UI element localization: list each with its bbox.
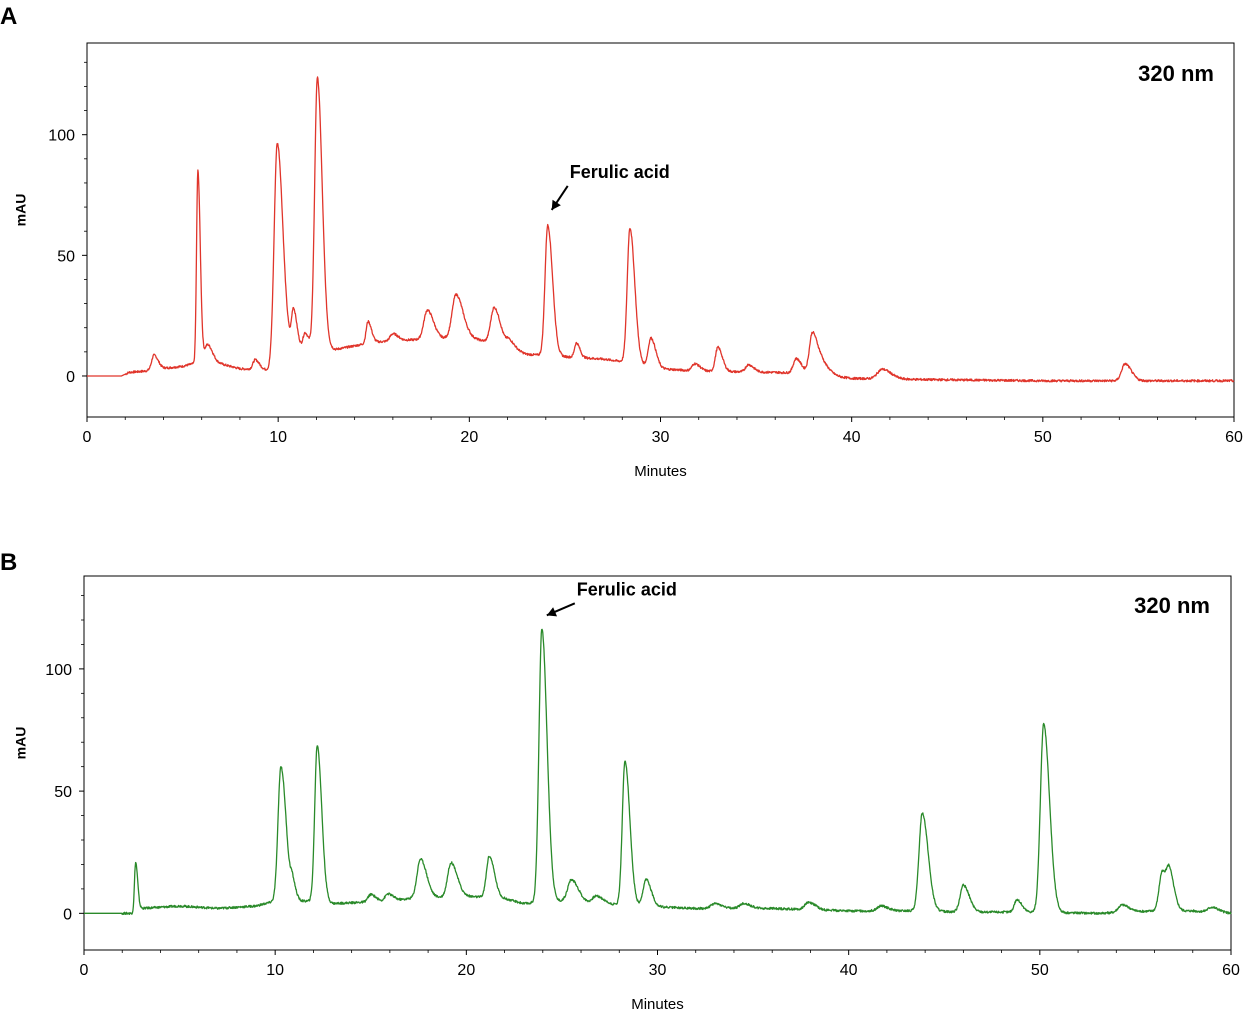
arrow-head bbox=[551, 199, 561, 210]
x-tick-label-30: 30 bbox=[652, 429, 670, 446]
annotation-ferulic-acid-b: Ferulic acid bbox=[577, 579, 677, 599]
x-tick-label-40: 40 bbox=[840, 962, 858, 979]
chromatogram-trace-a bbox=[86, 76, 1235, 383]
x-tick-label-20: 20 bbox=[460, 429, 478, 446]
x-tick-label-0: 0 bbox=[83, 429, 92, 446]
annotation-arrow-a bbox=[550, 185, 569, 211]
y-axis-title-b: mAU bbox=[13, 727, 29, 760]
arrow-head bbox=[546, 607, 558, 617]
y-tick-label-100: 100 bbox=[45, 662, 72, 679]
panel-letter-b: B bbox=[0, 549, 17, 576]
plot-frame-b bbox=[83, 575, 1232, 951]
x-tick-label-30: 30 bbox=[649, 962, 667, 979]
panel-a: A 0 10 20 30 40 50 60 0 50 100 Minutes mAU 320 n… bbox=[0, 3, 1243, 480]
y-tick-label-0: 0 bbox=[66, 369, 75, 386]
x-tick-label-50: 50 bbox=[1031, 962, 1049, 979]
chromatogram-trace-b bbox=[83, 628, 1232, 916]
panel-letter-a: A bbox=[0, 3, 17, 30]
x-tick-label-40: 40 bbox=[843, 429, 861, 446]
annotation-ferulic-acid-a: Ferulic acid bbox=[570, 162, 670, 182]
x-tick-label-10: 10 bbox=[266, 962, 284, 979]
plot-frame-a bbox=[86, 42, 1235, 418]
panel-b: B 0 10 20 30 40 50 60 0 50 100 Minutes mAU 320 n… bbox=[0, 549, 1240, 1013]
wavelength-label-b: 320 nm bbox=[1134, 593, 1210, 618]
y-tick-label-100: 100 bbox=[48, 128, 75, 145]
y-axis-a: 0 50 100 bbox=[48, 61, 87, 386]
x-axis-title-b: Minutes bbox=[631, 996, 684, 1013]
y-tick-label-50: 50 bbox=[57, 248, 75, 265]
y-axis-title-a: mAU bbox=[13, 194, 29, 227]
x-axis-title-a: Minutes bbox=[634, 463, 687, 480]
x-tick-label-0: 0 bbox=[80, 962, 89, 979]
y-tick-label-50: 50 bbox=[54, 784, 72, 801]
x-axis-b: 0 10 20 30 40 50 60 bbox=[80, 950, 1240, 979]
x-tick-label-50: 50 bbox=[1034, 429, 1052, 446]
x-axis-a: 0 10 20 30 40 50 60 bbox=[83, 417, 1243, 446]
x-tick-label-60: 60 bbox=[1222, 962, 1240, 979]
y-tick-label-0: 0 bbox=[63, 906, 72, 923]
wavelength-label-a: 320 nm bbox=[1138, 61, 1214, 86]
x-tick-label-20: 20 bbox=[457, 962, 475, 979]
x-tick-label-10: 10 bbox=[269, 429, 287, 446]
y-axis-b: 0 50 100 bbox=[45, 595, 84, 923]
annotation-arrow-b bbox=[546, 602, 576, 617]
x-tick-label-60: 60 bbox=[1225, 429, 1243, 446]
